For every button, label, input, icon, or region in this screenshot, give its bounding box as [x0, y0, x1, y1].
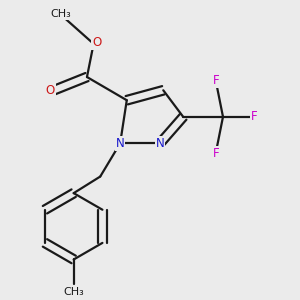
Text: F: F — [213, 147, 220, 160]
Text: O: O — [92, 36, 101, 49]
Text: CH₃: CH₃ — [63, 287, 84, 297]
Text: N: N — [116, 137, 124, 150]
Text: F: F — [213, 74, 220, 87]
Text: F: F — [251, 110, 258, 123]
Text: O: O — [46, 84, 55, 97]
Text: N: N — [156, 137, 164, 150]
Text: CH₃: CH₃ — [50, 9, 71, 19]
